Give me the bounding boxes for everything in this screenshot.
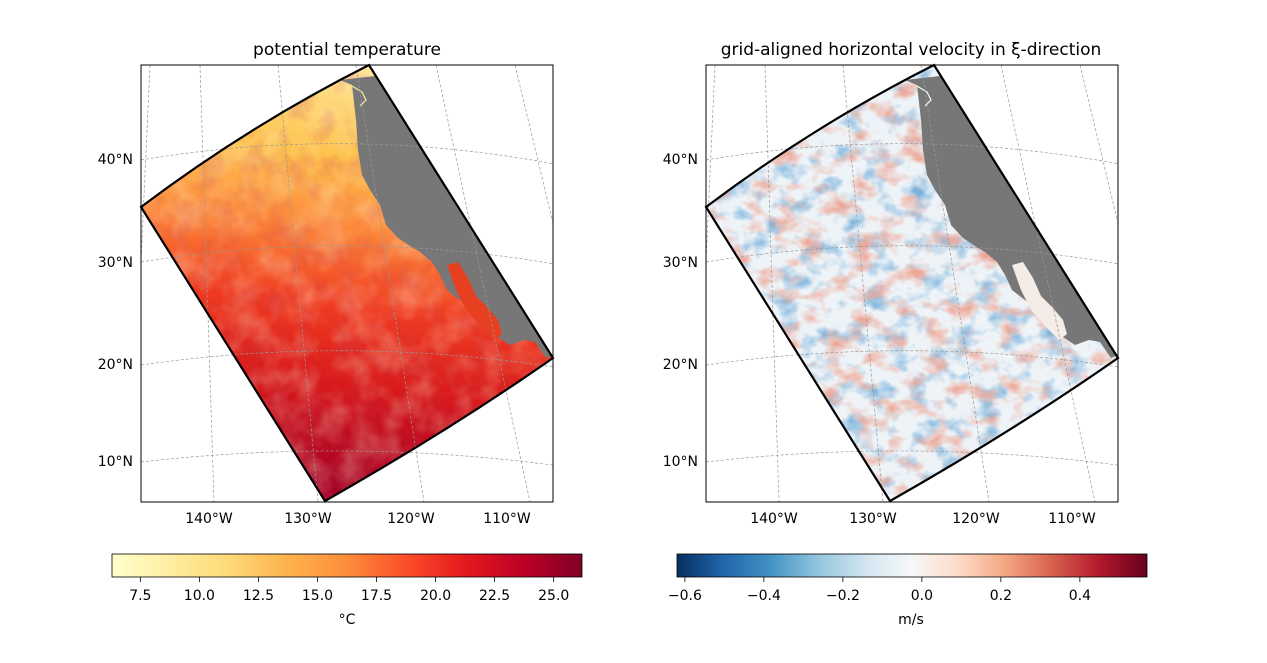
lat-labels: 40°N 30°N 20°N 10°N xyxy=(98,152,133,470)
lat-label: 40°N xyxy=(663,152,698,168)
lat-label: 20°N xyxy=(663,357,698,373)
gulf-of-california xyxy=(1012,262,1067,340)
lat-label: 40°N xyxy=(98,152,133,168)
lat-label: 30°N xyxy=(98,255,133,271)
axes-border xyxy=(705,64,1119,503)
colorbar-tick-label: −0.6 xyxy=(668,588,702,604)
lon-label: 110°W xyxy=(483,511,531,527)
lon-label: 140°W xyxy=(750,511,798,527)
colorbar-tick-label: 25.0 xyxy=(538,588,569,604)
lon-label: 120°W xyxy=(952,511,1000,527)
panel-temperature: potential temperature xyxy=(98,40,583,628)
colorbar-tick-label: 0.0 xyxy=(911,588,933,604)
colorbar-label: m/s xyxy=(898,612,924,628)
colorbar-ticks: −0.6 −0.4 −0.2 0.0 0.2 0.4 xyxy=(668,577,1091,604)
lat-label: 20°N xyxy=(98,357,133,373)
lon-labels: 140°W 130°W 120°W 110°W xyxy=(185,511,531,527)
colorbar-tick-label: 0.4 xyxy=(1069,588,1091,604)
lon-label: 130°W xyxy=(849,511,897,527)
lat-label: 10°N xyxy=(663,454,698,470)
colorbar-tick-label: 15.0 xyxy=(302,588,333,604)
colorbar-tick-label: 20.0 xyxy=(420,588,451,604)
colorbar-label: °C xyxy=(339,612,356,628)
colorbar-tick-label: −0.2 xyxy=(826,588,860,604)
lon-label: 110°W xyxy=(1048,511,1096,527)
colorbar-ticks: 7.5 10.0 12.5 15.0 17.5 20.0 22.5 25.0 xyxy=(129,577,569,604)
colorbar-temperature: 7.5 10.0 12.5 15.0 17.5 20.0 22.5 25.0 °C xyxy=(111,553,583,628)
lat-labels: 40°N 30°N 20°N 10°N xyxy=(663,152,698,470)
colorbar-tick-label: 7.5 xyxy=(129,588,151,604)
lat-label: 30°N xyxy=(663,255,698,271)
graticule xyxy=(141,65,553,502)
colorbar-velocity: −0.6 −0.4 −0.2 0.0 0.2 0.4 m/s xyxy=(668,553,1148,628)
lon-labels: 140°W 130°W 120°W 110°W xyxy=(750,511,1096,527)
lon-label: 130°W xyxy=(284,511,332,527)
panel-title: potential temperature xyxy=(253,40,441,60)
gulf-of-california xyxy=(447,262,502,340)
lat-label: 10°N xyxy=(98,454,133,470)
lon-label: 120°W xyxy=(387,511,435,527)
colorbar-tick-label: 22.5 xyxy=(479,588,510,604)
colorbar-tick-label: 10.0 xyxy=(184,588,215,604)
colorbar-tick-label: −0.4 xyxy=(747,588,781,604)
colorbar-bar xyxy=(676,553,1148,578)
panel-title: grid-aligned horizontal velocity in ξ-di… xyxy=(721,40,1102,60)
colorbar-bar xyxy=(111,553,583,578)
graticule xyxy=(706,65,1118,502)
colorbar-tick-label: 17.5 xyxy=(361,588,392,604)
colorbar-tick-label: 0.2 xyxy=(990,588,1012,604)
lon-label: 140°W xyxy=(185,511,233,527)
colorbar-tick-label: 12.5 xyxy=(243,588,274,604)
axes-border xyxy=(140,64,554,503)
panel-velocity: grid-aligned horizontal velocity in ξ-di… xyxy=(663,40,1148,628)
